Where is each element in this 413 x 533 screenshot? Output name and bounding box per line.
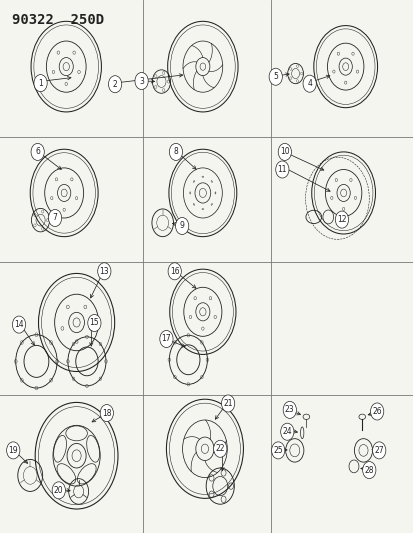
Text: 12: 12: [337, 215, 346, 224]
Circle shape: [280, 423, 293, 440]
Text: 16: 16: [169, 267, 179, 276]
Text: 21: 21: [223, 399, 232, 408]
Text: 11: 11: [277, 165, 286, 174]
Text: 2: 2: [112, 80, 117, 88]
Text: 90322  250D: 90322 250D: [12, 13, 104, 27]
Circle shape: [275, 161, 288, 178]
Text: 9: 9: [179, 222, 184, 230]
Text: 28: 28: [364, 466, 373, 474]
Text: 4: 4: [306, 79, 311, 88]
Circle shape: [268, 68, 282, 85]
Circle shape: [135, 72, 148, 90]
Circle shape: [7, 442, 20, 459]
Text: 18: 18: [102, 409, 111, 417]
Circle shape: [108, 76, 121, 93]
Circle shape: [335, 211, 348, 228]
Text: 13: 13: [99, 267, 109, 276]
Text: 26: 26: [371, 407, 381, 416]
Circle shape: [52, 482, 65, 499]
Text: 10: 10: [279, 148, 289, 156]
Text: 8: 8: [173, 148, 178, 156]
Circle shape: [278, 143, 291, 160]
Circle shape: [48, 209, 62, 227]
Text: 24: 24: [282, 427, 292, 436]
Circle shape: [302, 75, 316, 92]
Circle shape: [168, 263, 181, 280]
Text: 6: 6: [35, 148, 40, 156]
Circle shape: [282, 401, 296, 418]
Circle shape: [169, 143, 182, 160]
Text: 22: 22: [215, 445, 224, 453]
Text: 7: 7: [52, 214, 57, 222]
Text: 27: 27: [373, 446, 383, 455]
Circle shape: [175, 217, 188, 235]
Text: 23: 23: [284, 406, 294, 414]
Circle shape: [362, 462, 375, 479]
Circle shape: [271, 442, 284, 459]
Text: 5: 5: [273, 72, 278, 81]
Text: 17: 17: [161, 335, 171, 343]
Circle shape: [159, 330, 173, 348]
Text: 19: 19: [8, 446, 18, 455]
Text: 25: 25: [273, 446, 282, 455]
Text: 15: 15: [89, 319, 99, 327]
Circle shape: [213, 440, 226, 457]
Circle shape: [88, 314, 101, 332]
Text: 14: 14: [14, 320, 24, 329]
Text: 1: 1: [38, 79, 43, 87]
Circle shape: [221, 395, 234, 412]
Circle shape: [12, 316, 26, 333]
Circle shape: [97, 263, 111, 280]
Circle shape: [34, 75, 47, 92]
Circle shape: [370, 403, 383, 420]
Circle shape: [100, 405, 113, 422]
Text: 3: 3: [139, 77, 144, 85]
Circle shape: [31, 143, 44, 160]
Text: 20: 20: [54, 486, 64, 495]
Circle shape: [372, 442, 385, 459]
